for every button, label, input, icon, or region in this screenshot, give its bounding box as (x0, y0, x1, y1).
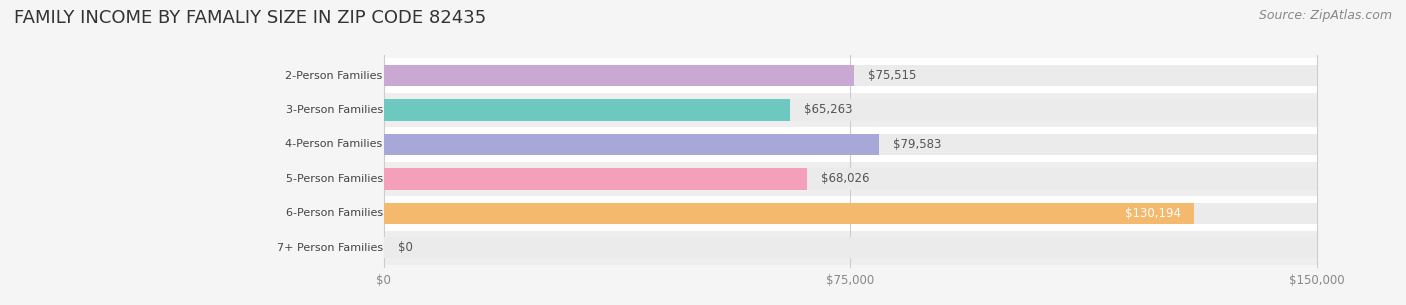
Bar (384, 93, 1317, 127)
Text: $0: $0 (398, 241, 412, 254)
Text: FAMILY INCOME BY FAMALIY SIZE IN ZIP CODE 82435: FAMILY INCOME BY FAMALIY SIZE IN ZIP COD… (14, 9, 486, 27)
Text: 4-Person Families: 4-Person Families (285, 139, 382, 149)
Text: Source: ZipAtlas.com: Source: ZipAtlas.com (1258, 9, 1392, 22)
Bar (384, 134, 1317, 155)
Bar (384, 58, 1317, 93)
Bar (384, 99, 1317, 121)
Bar (384, 134, 879, 155)
Text: $75,515: $75,515 (868, 69, 915, 82)
Text: 3-Person Families: 3-Person Families (285, 105, 382, 115)
Text: 7+ Person Families: 7+ Person Families (277, 243, 382, 253)
Text: $130,194: $130,194 (1125, 207, 1181, 220)
Bar (384, 65, 1317, 86)
Bar (384, 168, 1317, 189)
Bar (384, 162, 1317, 196)
Text: 6-Person Families: 6-Person Families (285, 208, 382, 218)
Bar (384, 127, 1317, 162)
Text: $68,026: $68,026 (821, 172, 869, 185)
Bar (384, 196, 1317, 231)
Bar (384, 203, 1317, 224)
Text: 5-Person Families: 5-Person Families (285, 174, 382, 184)
Bar (384, 65, 853, 86)
Bar (384, 237, 1317, 258)
Text: $79,583: $79,583 (893, 138, 941, 151)
Text: $65,263: $65,263 (804, 103, 852, 117)
Bar (384, 168, 807, 189)
Bar (384, 99, 790, 121)
Bar (384, 231, 1317, 265)
Bar (384, 203, 1194, 224)
Text: 2-Person Families: 2-Person Families (285, 70, 382, 81)
